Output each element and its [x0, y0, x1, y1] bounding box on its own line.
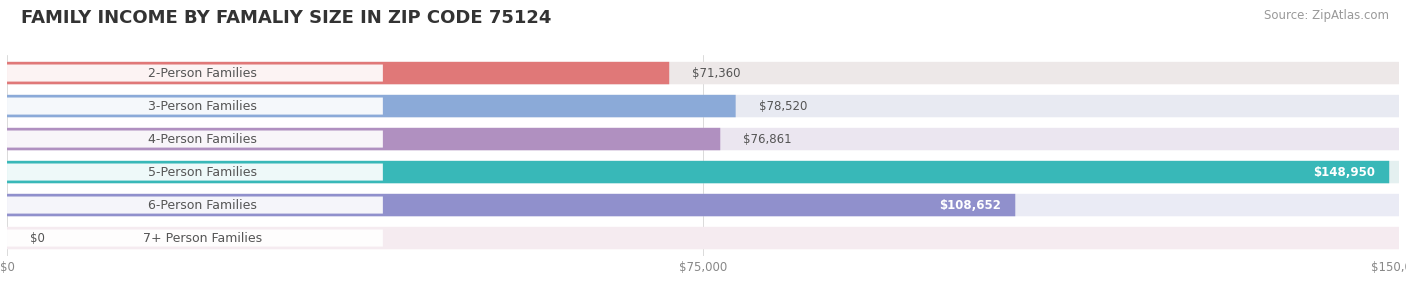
FancyBboxPatch shape	[7, 62, 669, 84]
FancyBboxPatch shape	[7, 128, 1399, 150]
Text: $78,520: $78,520	[759, 99, 807, 113]
FancyBboxPatch shape	[7, 131, 382, 148]
FancyBboxPatch shape	[7, 128, 720, 150]
FancyBboxPatch shape	[7, 161, 1389, 183]
Text: 3-Person Families: 3-Person Families	[148, 99, 257, 113]
Text: 4-Person Families: 4-Person Families	[148, 133, 257, 145]
Text: 7+ Person Families: 7+ Person Families	[143, 231, 262, 245]
FancyBboxPatch shape	[7, 161, 1399, 183]
Text: $0: $0	[31, 231, 45, 245]
FancyBboxPatch shape	[7, 227, 1399, 249]
FancyBboxPatch shape	[7, 95, 1399, 117]
Text: 2-Person Families: 2-Person Families	[148, 66, 257, 80]
Text: Source: ZipAtlas.com: Source: ZipAtlas.com	[1264, 9, 1389, 22]
FancyBboxPatch shape	[7, 62, 1399, 84]
FancyBboxPatch shape	[7, 98, 382, 115]
FancyBboxPatch shape	[7, 95, 735, 117]
Text: $108,652: $108,652	[939, 199, 1001, 212]
FancyBboxPatch shape	[7, 163, 382, 181]
Text: FAMILY INCOME BY FAMALIY SIZE IN ZIP CODE 75124: FAMILY INCOME BY FAMALIY SIZE IN ZIP COD…	[21, 9, 551, 27]
Text: $71,360: $71,360	[692, 66, 741, 80]
FancyBboxPatch shape	[7, 65, 382, 81]
FancyBboxPatch shape	[7, 230, 382, 246]
FancyBboxPatch shape	[7, 196, 382, 214]
FancyBboxPatch shape	[7, 194, 1015, 216]
Text: 6-Person Families: 6-Person Families	[148, 199, 257, 212]
Text: $76,861: $76,861	[744, 133, 792, 145]
Text: 5-Person Families: 5-Person Families	[148, 166, 257, 178]
FancyBboxPatch shape	[7, 194, 1399, 216]
Text: $148,950: $148,950	[1313, 166, 1375, 178]
